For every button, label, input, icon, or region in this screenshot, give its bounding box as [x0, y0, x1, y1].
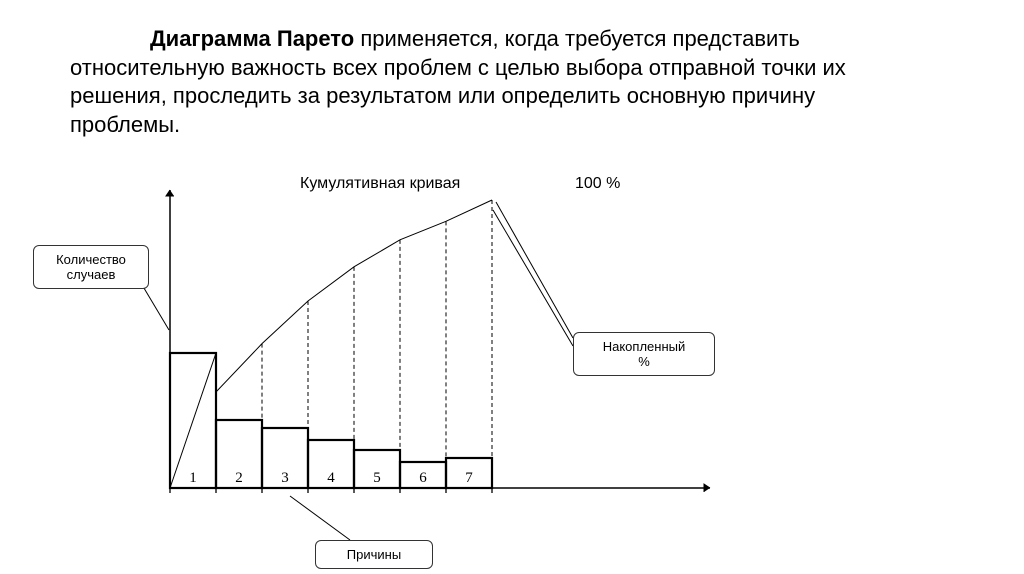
- callout-y-axis: Количество случаев: [33, 245, 149, 289]
- svg-text:7: 7: [465, 470, 473, 486]
- svg-text:1: 1: [189, 470, 197, 486]
- svg-text:2: 2: [235, 470, 243, 486]
- svg-text:3: 3: [281, 470, 289, 486]
- callout-causes: Причины: [315, 540, 433, 569]
- svg-text:4: 4: [327, 470, 335, 486]
- curve-label: Кумулятивная кривая: [300, 175, 460, 193]
- callout-accumulated: Накопленный %: [573, 332, 715, 376]
- svg-text:6: 6: [419, 470, 427, 486]
- pareto-chart: 1 2 3 4 5 6 7: [0, 0, 1024, 574]
- hundred-pct-label: 100 %: [575, 175, 620, 193]
- svg-text:5: 5: [373, 470, 381, 486]
